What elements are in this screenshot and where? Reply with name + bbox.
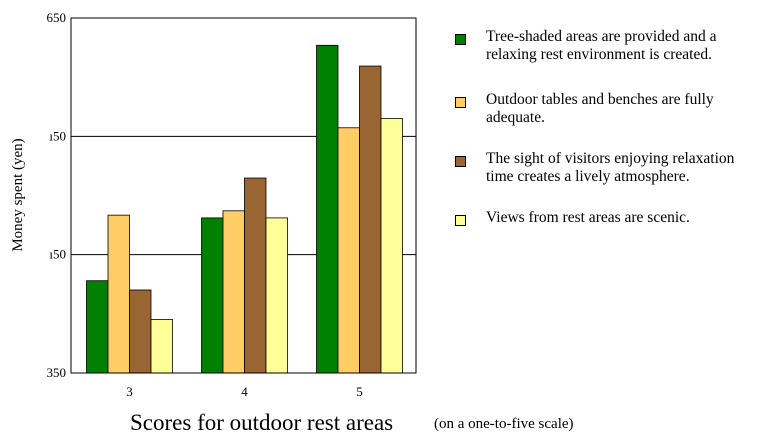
legend-swatch	[455, 34, 466, 45]
legend-swatch	[455, 97, 466, 108]
legend-item: Views from rest areas are scenic.	[452, 209, 762, 227]
x-tick-label: 3	[126, 384, 133, 399]
bar	[244, 177, 267, 374]
bar	[222, 210, 245, 374]
y-tick-labels: 350 ı50 ı50 650	[47, 10, 67, 380]
y-tick-label: ı50	[49, 128, 66, 143]
bar	[316, 44, 339, 374]
legend-item: Tree-shaded areas are provided and a rel…	[452, 28, 762, 64]
bar	[337, 127, 360, 374]
plot-frame	[70, 17, 417, 374]
bar	[129, 289, 152, 374]
y-tick-label: ı50	[49, 247, 66, 262]
legend-label: Tree-shaded areas are provided and a rel…	[486, 28, 717, 63]
bar	[86, 280, 109, 374]
y-tick-label: 350	[47, 365, 67, 380]
legend-swatch	[455, 156, 466, 167]
legend-label: Outdoor tables and benches are fully ade…	[486, 91, 714, 126]
bar	[380, 118, 403, 374]
y-tick-label: 650	[47, 10, 67, 25]
legend: Tree-shaded areas are provided and a rel…	[452, 28, 762, 227]
bar	[359, 65, 382, 374]
x-tick-labels: 3 4 5	[126, 384, 363, 399]
x-tick-label: 4	[241, 384, 248, 399]
legend-swatch	[455, 215, 466, 226]
bar	[107, 214, 130, 374]
bars	[86, 44, 403, 374]
legend-label: Views from rest areas are scenic.	[486, 209, 690, 226]
bar	[150, 319, 173, 374]
bar	[265, 217, 288, 374]
bar	[201, 217, 224, 374]
legend-item: Outdoor tables and benches are fully ade…	[452, 91, 762, 127]
x-tick-label: 5	[356, 384, 363, 399]
y-axis-label: Money spent (yen)	[10, 138, 26, 251]
legend-item: The sight of visitors enjoying relaxatio…	[452, 150, 762, 186]
x-axis-label: Scores for outdoor rest areas	[130, 410, 394, 435]
legend-label: The sight of visitors enjoying relaxatio…	[486, 150, 735, 185]
x-axis-note: (on a one-to-five scale)	[434, 416, 574, 432]
